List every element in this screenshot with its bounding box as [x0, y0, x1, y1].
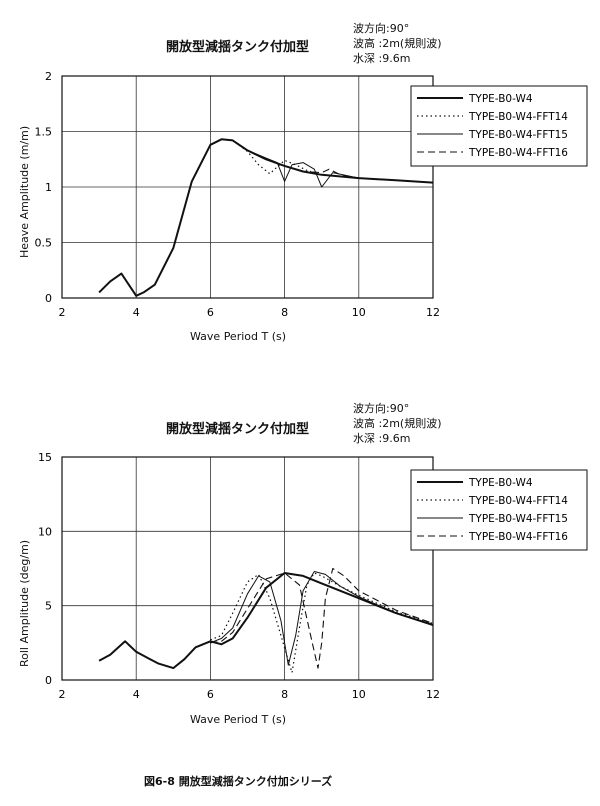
chart2-xlabel: Wave Period T (s) [190, 713, 287, 726]
chart2-ytick-label: 10 [38, 525, 52, 538]
chart1-condition-direction: 波方向:90° [353, 22, 410, 35]
chart1-xtick-label: 6 [207, 306, 214, 319]
chart1-condition-height: 波高 :2m(規則波) [353, 37, 442, 50]
chart2-legend-label-2: TYPE-B0-W4-FFT14 [468, 495, 568, 507]
chart2-ytick-label: 0 [45, 674, 52, 687]
chart2-xtick-label: 4 [133, 688, 140, 701]
chart1-series-2-line [210, 138, 434, 184]
chart1-ytick-label: 0 [45, 292, 52, 305]
chart1-ytick-label: 1 [45, 181, 52, 194]
chart1-series-4-line [210, 138, 434, 184]
chart2-legend-label-3: TYPE-B0-W4-FFT15 [468, 513, 568, 525]
chart1-condition-depth: 水深 :9.6m [353, 52, 411, 65]
chart1-ytick-label: 1.5 [35, 126, 53, 139]
chart1-legend-label-2: TYPE-B0-W4-FFT14 [468, 111, 568, 123]
chart1-legend-label-4: TYPE-B0-W4-FFT16 [468, 147, 568, 159]
chart2-condition-depth: 水深 :9.6m [353, 432, 411, 445]
chart1-legend-box [410, 85, 588, 167]
chart2-legend-box [410, 469, 588, 551]
chart2-plot-frame [61, 456, 434, 681]
chart2-condition-direction: 波方向:90° [353, 402, 410, 415]
chart2-series-3-line [210, 571, 434, 666]
chart1-xtick-label: 4 [133, 306, 140, 319]
chart1-title: 開放型減揺タンク付加型 [166, 40, 310, 55]
chart2-xtick-label: 6 [207, 688, 214, 701]
chart2-legend-label-1: TYPE-B0-W4 [468, 477, 533, 489]
chart1-legend-label-3: TYPE-B0-W4-FFT15 [468, 129, 568, 141]
chart1-legend-label-1: TYPE-B0-W4 [468, 93, 533, 105]
chart2-series-1-line [98, 572, 434, 670]
chart1-plot-frame [61, 75, 434, 299]
chart2-series-2-line [210, 572, 434, 674]
chart2-title: 開放型減揺タンク付加型 [166, 422, 310, 437]
chart2-legend-label-4: TYPE-B0-W4-FFT16 [468, 531, 568, 543]
chart1-xtick-label: 2 [59, 306, 66, 319]
chart2-series-4-line [210, 567, 434, 669]
chart2-ytick-label: 5 [45, 600, 52, 613]
chart1-xtick-label: 8 [281, 306, 288, 319]
figure-caption: 図6-8 開放型減揺タンク付加シリーズ [144, 775, 333, 788]
chart1-ytick-label: 0.5 [35, 237, 53, 250]
chart2-condition-height: 波高 :2m(規則波) [353, 417, 442, 430]
chart1-series-3-line [210, 138, 434, 188]
chart2-ytick-label: 15 [38, 451, 52, 464]
chart1-xlabel: Wave Period T (s) [190, 330, 287, 343]
chart1-xtick-label: 10 [352, 306, 366, 319]
chart1-xtick-label: 12 [426, 306, 440, 319]
chart2-xtick-label: 8 [281, 688, 288, 701]
chart1-ytick-label: 2 [45, 70, 52, 83]
chart2-xtick-label: 2 [59, 688, 66, 701]
chart2-xtick-label: 12 [426, 688, 440, 701]
chart2-xtick-label: 10 [352, 688, 366, 701]
chart1-series-1-line [98, 138, 434, 297]
